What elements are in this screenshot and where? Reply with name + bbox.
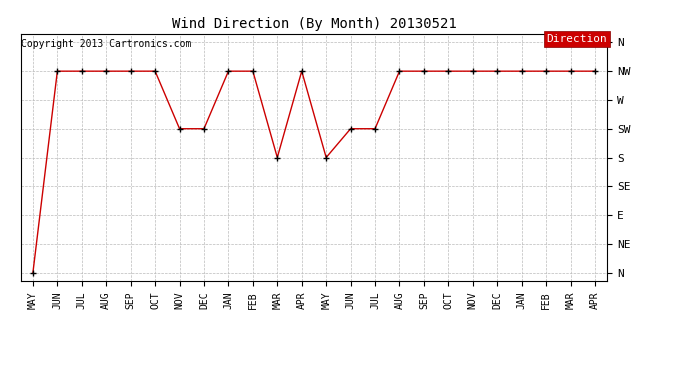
Text: Copyright 2013 Cartronics.com: Copyright 2013 Cartronics.com (21, 39, 191, 50)
Title: Wind Direction (By Month) 20130521: Wind Direction (By Month) 20130521 (172, 17, 456, 31)
Text: Direction: Direction (546, 34, 607, 44)
